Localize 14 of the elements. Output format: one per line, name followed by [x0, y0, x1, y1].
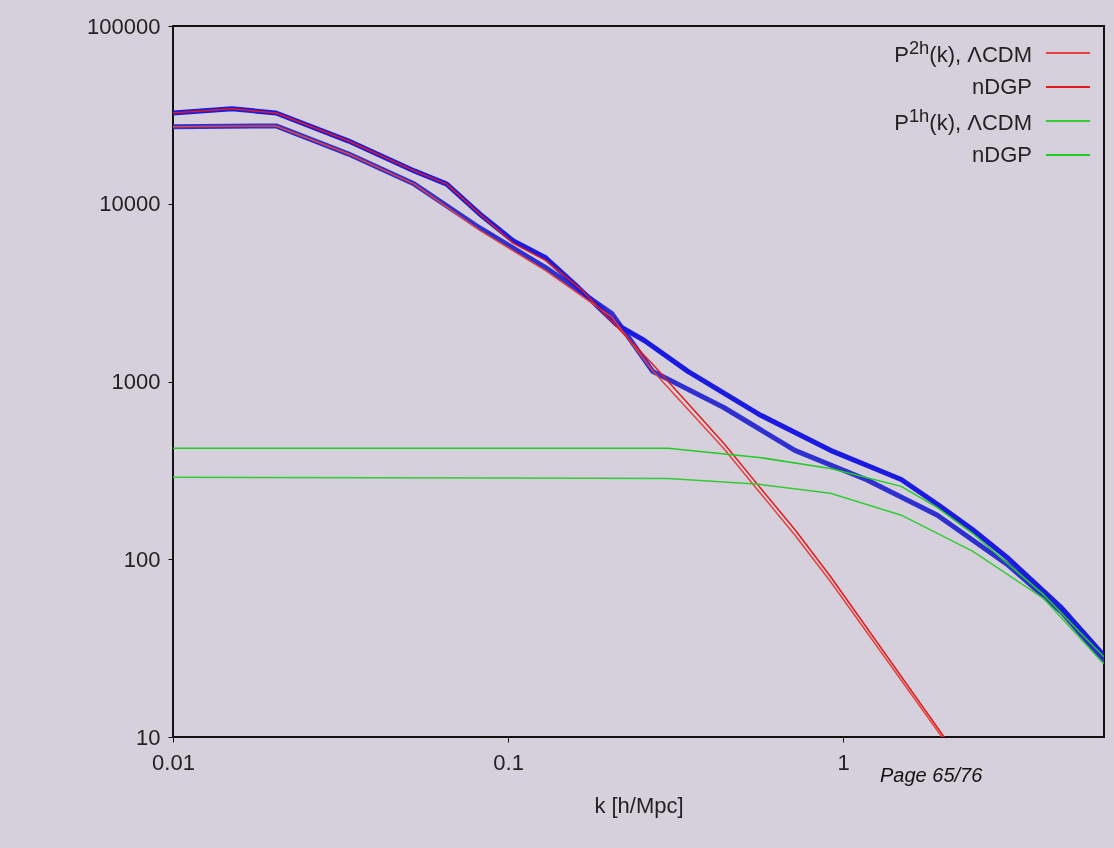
- text: Page 65/76: [880, 764, 983, 787]
- y-tick-label: 1000: [111, 369, 161, 394]
- legend-label: nDGP: [972, 142, 1032, 168]
- legend-label: P$^{1h}$(k), ΛCDM: [894, 105, 1032, 137]
- legend-label: nDGP: [972, 74, 1032, 100]
- legend-label: P$^{2h}$(k), ΛCDM: [894, 37, 1032, 69]
- y-tick-label: 10: [136, 724, 161, 750]
- x-tick-label: 0.01: [152, 749, 195, 775]
- x-tick-label: 1: [837, 749, 850, 775]
- x-axis-title: k [h/Mpc]: [594, 792, 684, 818]
- y-tick-label: 100: [123, 546, 161, 572]
- y-tick-label: 100000: [87, 13, 161, 39]
- x-tick-label: 0.1: [493, 749, 524, 775]
- y-tick-label: 10000: [99, 191, 161, 217]
